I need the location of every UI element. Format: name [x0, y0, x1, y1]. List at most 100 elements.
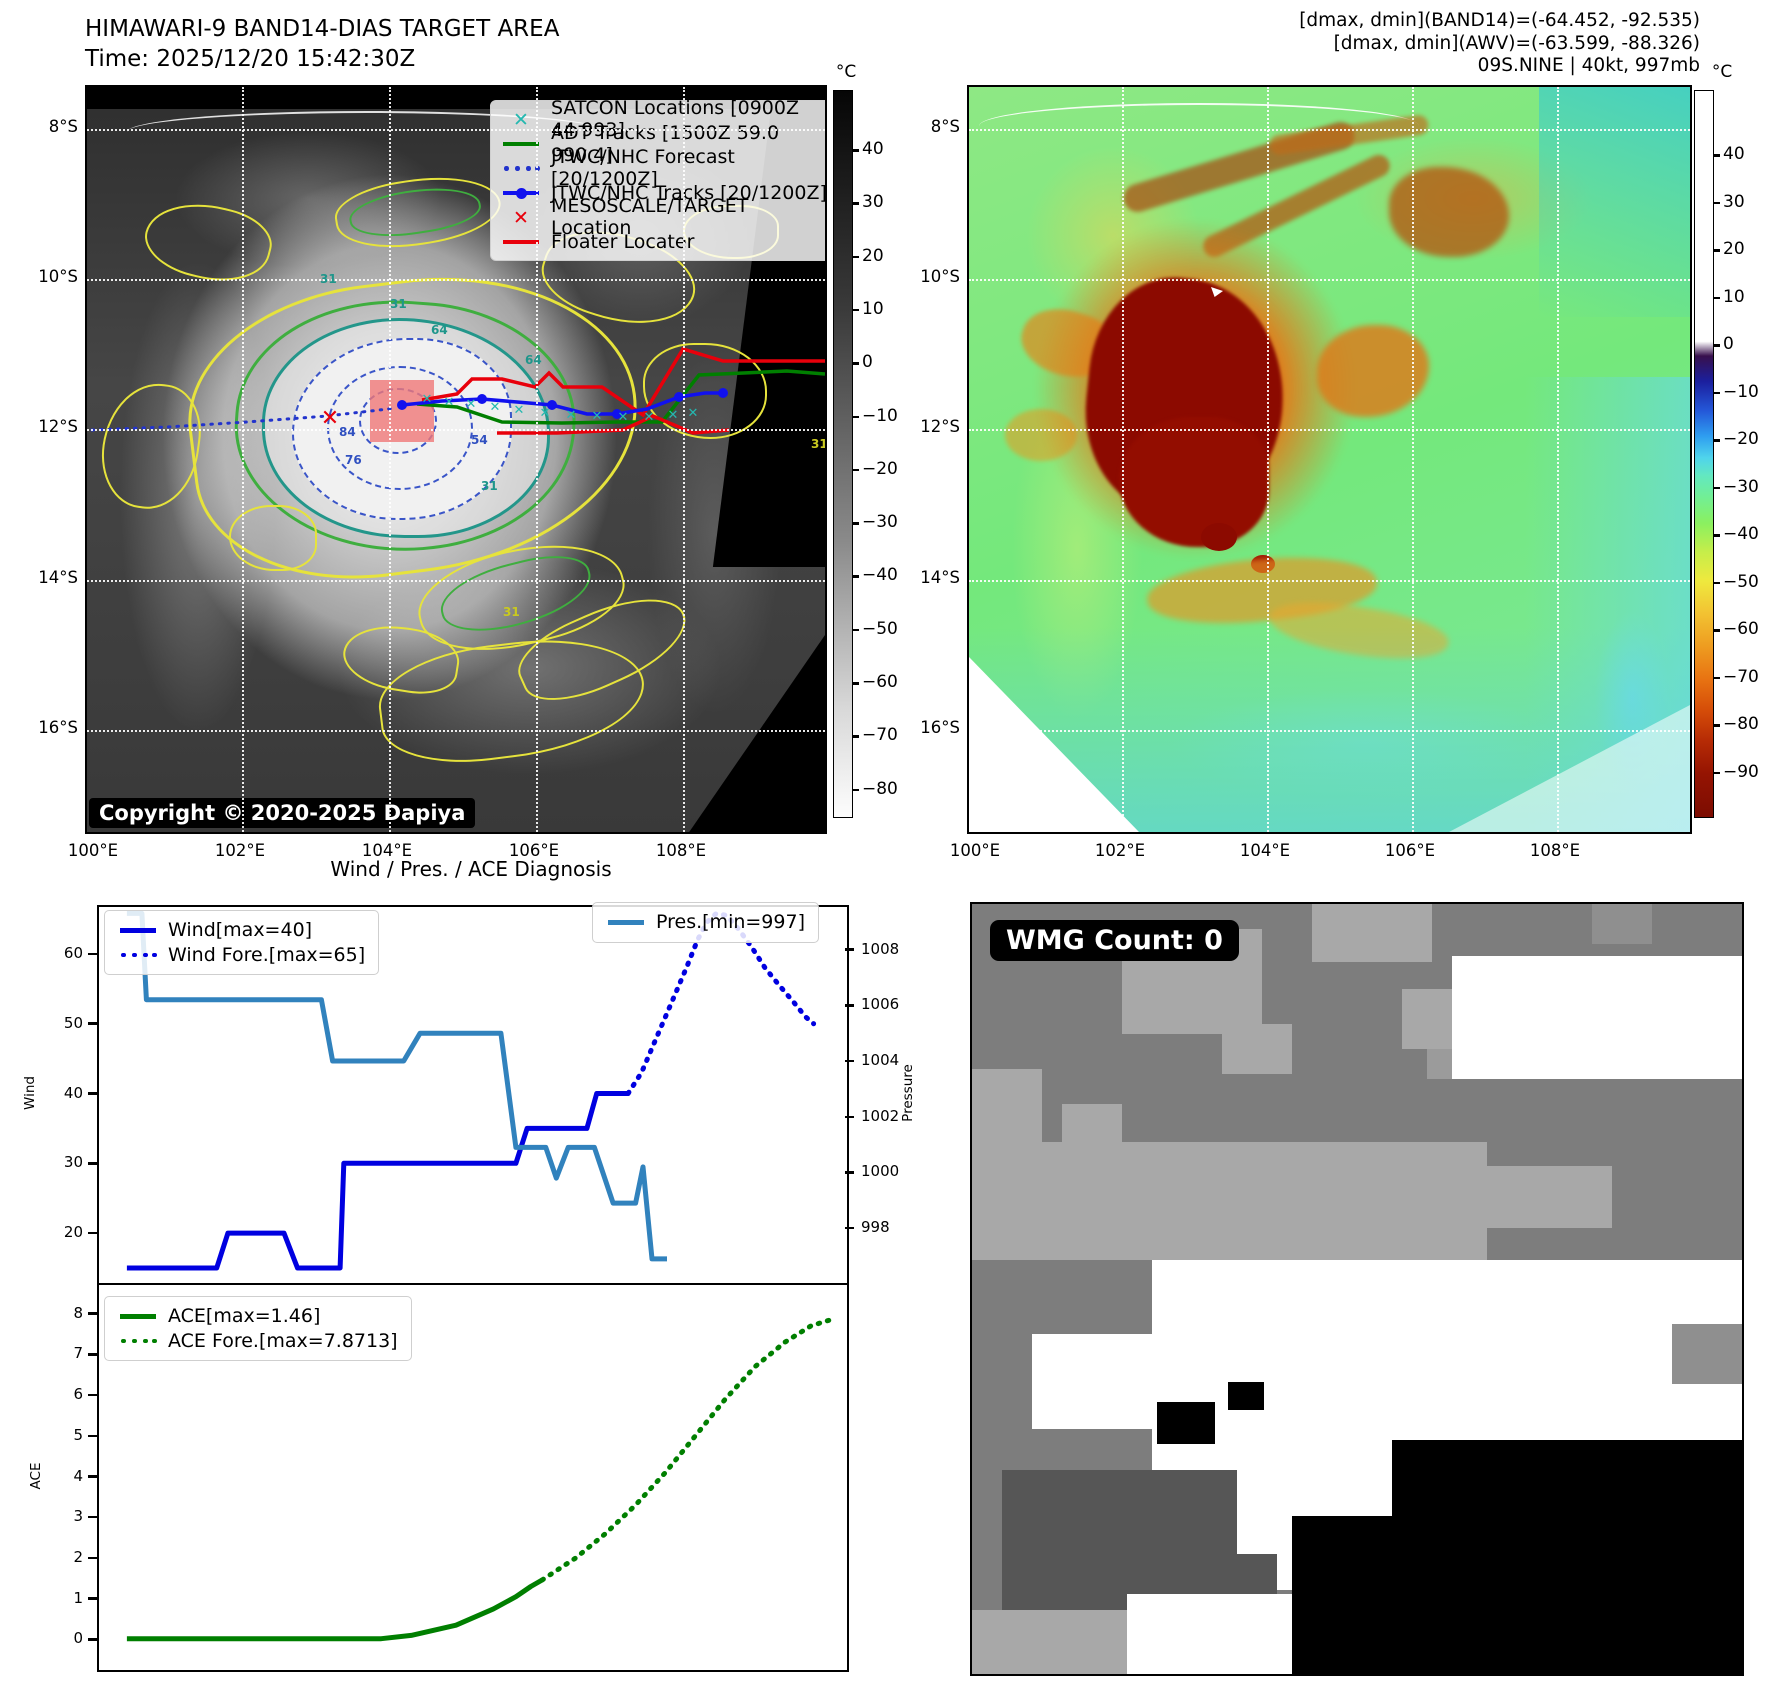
legend-row: ACE Fore.[max=7.8713]: [118, 1329, 398, 1354]
colorbar-tick-label: −70: [1723, 666, 1759, 687]
lat-tick-label: 10°S: [38, 267, 78, 286]
band14-satellite-map: ✕ ✕ ✕ ✕ ✕ ✕ ✕ ✕ ✕ ✕ ✕ ✕ ✕ ✕ SATCON Locations [09…: [85, 85, 827, 834]
y-tick-label: 8: [73, 1303, 83, 1322]
lon-tick-label: 106°E: [1384, 841, 1436, 860]
colorbar-tick-mark: [852, 149, 859, 152]
colorbar-tick-mark: [852, 415, 859, 418]
warm-patch: [1317, 325, 1429, 417]
lat-tick-label: 8°S: [930, 117, 960, 136]
colorbar-tick-label: −50: [1723, 571, 1759, 592]
storm-info-block: [dmax, dmin](BAND14)=(-64.452, -92.535) …: [1000, 10, 1700, 78]
y-tick-label: 40: [63, 1083, 83, 1102]
lat-tick-label: 10°S: [920, 267, 960, 286]
colorbar-tick-label: −20: [1723, 429, 1759, 449]
contour-blob: [643, 343, 767, 439]
y-tick-label: 30: [63, 1153, 83, 1172]
colorbar-tick-label: 10: [1723, 286, 1745, 307]
colorbar-tick-label: −60: [1723, 619, 1759, 639]
colorbar-tick-mark: [852, 682, 859, 685]
gridline: [683, 87, 685, 832]
colorbar-tick-label: −20: [862, 458, 898, 479]
adt-line-icon: [501, 134, 541, 154]
colorbar-tick-mark: [852, 202, 859, 205]
colorbar-tick-mark: [1713, 154, 1720, 157]
contour-label: 54: [471, 433, 488, 447]
lon-tick-label: 108°E: [1529, 841, 1581, 860]
dmax-dmin-awv: [dmax, dmin](AWV)=(-63.599, -88.326): [1333, 32, 1700, 54]
lat-tick-label: 14°S: [920, 568, 960, 587]
wmg-block: [1222, 1024, 1292, 1074]
lat-tick-label: 14°S: [38, 568, 78, 587]
colorbar-tick-label: −50: [862, 618, 898, 639]
map-legend: ✕ SATCON Locations [0900Z 44 993] ADT Tr…: [490, 97, 825, 261]
y-tick-label: 50: [63, 1013, 83, 1032]
map-title: HIMAWARI-9 BAND14-DIAS TARGET AREA: [85, 16, 560, 42]
wmg-block: [1228, 1382, 1264, 1410]
storm-center-marker: [1211, 287, 1223, 297]
colorbar-tick-mark: [1713, 676, 1720, 679]
y-tick-label: 2: [73, 1547, 83, 1566]
lat-tick-label: 8°S: [48, 117, 78, 136]
svg-text:✕: ✕: [444, 395, 455, 410]
y-tick-label: 1002: [861, 1106, 900, 1125]
colorbar-tick-mark: [1713, 724, 1720, 727]
storm-id-intensity: 09S.NINE | 40kt, 997mb: [1477, 55, 1700, 76]
wmg-block: [972, 1142, 1487, 1260]
satcon-x-icon: ✕: [513, 109, 529, 132]
svg-text:✕: ✕: [592, 409, 603, 424]
colorbar-tick-label: 40: [862, 139, 884, 159]
contour-label: 84: [339, 425, 356, 439]
y-tick-mark: [88, 1312, 97, 1315]
floater-line-icon: [501, 232, 541, 252]
colorbar-tick-mark: [852, 522, 859, 525]
gridline: [969, 580, 1690, 582]
y-tick-label: 7: [73, 1344, 83, 1363]
y-tick-label: 5: [73, 1425, 83, 1444]
colorbar-tick-label: −90: [1723, 761, 1759, 782]
awv-colorbar: [1694, 90, 1714, 818]
legend-label: Floater Locater: [551, 230, 695, 253]
contour-blue-inner: [327, 366, 473, 490]
legend-row: JTWC/NHC Tracks [20/1200Z]: [501, 181, 825, 206]
gridline: [242, 87, 244, 832]
ace-axis-label: ACE: [28, 1462, 44, 1490]
jtwc-track-line: [401, 391, 723, 416]
svg-text:✕: ✕: [668, 408, 679, 423]
contour-label: 31: [390, 297, 407, 311]
colorbar-tick-mark: [1713, 629, 1720, 632]
colorbar-tick-label: −80: [862, 778, 898, 799]
legend-label: MESOSCALE/TARGET Location: [551, 195, 749, 240]
colorbar-tick-mark: [1713, 296, 1720, 299]
colorbar-tick-label: 30: [1723, 191, 1745, 212]
lat-tick-label: 12°S: [38, 417, 78, 436]
svg-text:✕: ✕: [688, 406, 699, 421]
y-tick-label: 1004: [861, 1051, 900, 1070]
legend-label: ADT Tracks [1500Z 59.0 990.4]: [551, 121, 780, 166]
legend-row: Wind Fore.[max=65]: [118, 943, 365, 968]
band14-colorbar-unit: °C: [835, 62, 857, 82]
lon-tick-label: 102°E: [1094, 841, 1146, 860]
colorbar-tick-label: 0: [862, 352, 873, 373]
contour-label: 76: [345, 453, 362, 467]
y-tick-label: 1008: [861, 939, 900, 958]
dmax-dmin-band14: [dmax, dmin](BAND14)=(-64.452, -92.535): [1299, 10, 1700, 31]
jtwc-track-points: [397, 388, 728, 419]
contour-blob: [229, 505, 317, 571]
colorbar-tick-mark: [1713, 439, 1720, 442]
ace-line-icon: [118, 1306, 158, 1326]
colorbar-tick-mark: [1713, 581, 1720, 584]
svg-text:✕: ✕: [644, 410, 655, 425]
legend-label: Wind Fore.[max=65]: [168, 943, 366, 966]
legend-row: ACE[max=1.46]: [118, 1304, 398, 1329]
gridline: [87, 279, 825, 281]
legend-row: Wind[max=40]: [118, 918, 365, 943]
coastline: [979, 103, 1419, 149]
y-tick-label: 998: [861, 1218, 890, 1237]
wmg-block: [1062, 1104, 1122, 1149]
contour-label: 64: [431, 323, 448, 337]
wmg-block: [1127, 1594, 1292, 1674]
y-tick-mark: [88, 1231, 97, 1235]
legend-row: ADT Tracks [1500Z 59.0 990.4]: [501, 122, 825, 166]
awv-colorbar-unit: °C: [1711, 62, 1733, 82]
svg-text:✕: ✕: [566, 408, 577, 423]
